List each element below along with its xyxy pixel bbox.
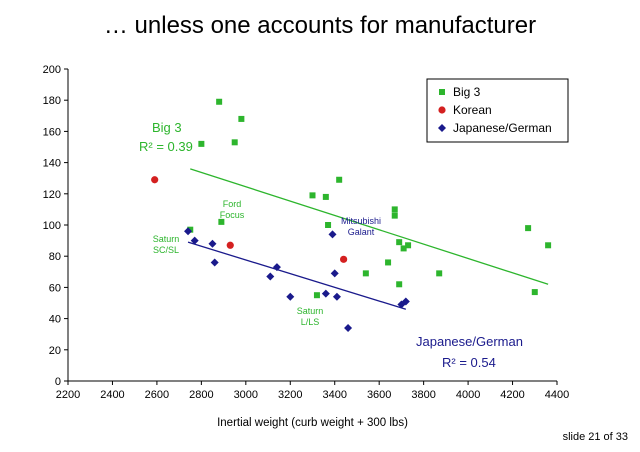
data-points <box>151 98 552 332</box>
big3-fit-name: Big 3 <box>152 120 182 135</box>
x-tick-label: 2800 <box>189 389 213 401</box>
legend-label-big-3: Big 3 <box>453 85 481 99</box>
saturn-sc-label: Saturn <box>153 234 180 244</box>
big-3-point <box>218 218 225 225</box>
japanese-german-point <box>321 289 330 298</box>
ford-label: Ford <box>223 199 242 209</box>
japanese-german-point <box>286 292 295 301</box>
x-tick-label: 4000 <box>456 389 480 401</box>
korean-point <box>226 241 234 249</box>
korean-point <box>340 255 348 263</box>
slide-number: slide 21 of 33 <box>562 431 628 443</box>
japanese-german-point <box>344 323 353 332</box>
saturn-l-label: Saturn <box>297 306 324 316</box>
mitsubishi-label: Mitsubishi <box>341 216 381 226</box>
x-tick-label: 2400 <box>100 389 124 401</box>
x-tick-label: 3200 <box>278 389 302 401</box>
y-tick-label: 120 <box>43 189 61 201</box>
japanese-german-point <box>184 227 193 236</box>
big-3-point <box>396 281 403 288</box>
japanese-german-point <box>332 292 341 301</box>
x-tick-label: 4200 <box>500 389 524 401</box>
big-3-point <box>362 270 369 277</box>
big3-fit-r2: R² = 0.39 <box>139 139 193 154</box>
x-axis-label: Inertial weight (curb weight + 300 lbs) <box>217 417 408 429</box>
big-3-point <box>238 115 245 122</box>
y-tick-label: 200 <box>43 64 61 76</box>
japanese-german-point <box>190 236 199 245</box>
big-3-point <box>531 289 538 296</box>
big-3-point <box>525 225 532 232</box>
japanese-german-point <box>330 269 339 278</box>
legend-marker-japanese-german <box>438 124 446 132</box>
trendline <box>187 241 407 310</box>
y-tick-label: 80 <box>49 251 61 263</box>
jg-fit-name: Japanese/German <box>416 334 523 349</box>
chart-axes: 0 20 40 60 80 100 120 140 160 180 200 2200 2400 2600 2… <box>43 64 570 429</box>
legend-label-japanese-german: Japanese/German <box>453 121 552 135</box>
korean-point <box>151 176 159 184</box>
x-tick-label: 2600 <box>145 389 169 401</box>
big-3-point <box>231 139 238 146</box>
y-tick-label: 20 <box>49 345 61 357</box>
chart-legend: Big 3 Korean Japanese/German <box>426 78 569 143</box>
japanese-german-point <box>328 230 337 239</box>
x-tick-label: 3600 <box>367 389 391 401</box>
y-tick-label: 0 <box>55 376 61 388</box>
big-3-point <box>198 140 205 147</box>
japanese-german-point <box>272 263 281 272</box>
x-tick-label: 3400 <box>322 389 346 401</box>
y-tick-label: 100 <box>43 220 61 232</box>
big-3-point <box>405 242 412 249</box>
big-3-point <box>336 176 343 183</box>
x-tick-label: 3800 <box>411 389 435 401</box>
big-3-point <box>322 193 329 200</box>
mitsubishi-label: Galant <box>348 227 375 237</box>
legend-label-korean: Korean <box>453 103 492 117</box>
legend-marker-big-3 <box>439 89 445 95</box>
big-3-point <box>216 98 223 105</box>
slide-title: … unless one accounts for manufacturer <box>103 12 537 39</box>
big-3-point <box>400 245 407 252</box>
fit-labels: Big 3 R² = 0.39 Japanese/German R² = 0.54 <box>139 120 523 370</box>
japanese-german-point <box>208 239 217 248</box>
big-3-point <box>396 239 403 246</box>
x-tick-label: 3000 <box>234 389 258 401</box>
point-annotations: FordFocusSaturnSC/SLSaturnL/LSMitsubishi… <box>153 199 381 327</box>
trendline <box>190 168 549 285</box>
big-3-point <box>391 212 398 219</box>
japanese-german-point <box>401 297 410 306</box>
y-tick-label: 60 <box>49 282 61 294</box>
y-tick-label: 40 <box>49 314 61 326</box>
y-tick-label: 180 <box>43 95 61 107</box>
x-tick-label: 2200 <box>56 389 80 401</box>
x-tick-label: 4400 <box>545 389 569 401</box>
jg-fit-r2: R² = 0.54 <box>442 355 496 370</box>
big-3-point <box>436 270 443 277</box>
ford-label: Focus <box>220 210 245 220</box>
saturn-l-label: L/LS <box>301 317 320 327</box>
big-3-point <box>309 192 316 199</box>
big-3-point <box>391 206 398 213</box>
big-3-point <box>545 242 552 249</box>
japanese-german-point <box>210 258 219 267</box>
saturn-sc-label: SC/SL <box>153 245 179 255</box>
big-3-point <box>385 259 392 266</box>
japanese-german-point <box>266 272 275 281</box>
big-3-point <box>313 292 320 299</box>
legend-box <box>426 78 569 143</box>
y-tick-label: 140 <box>43 158 61 170</box>
y-tick-label: 160 <box>43 126 61 138</box>
legend-marker-korean <box>438 106 446 114</box>
big-3-point <box>325 222 332 228</box>
trendlines <box>187 168 549 310</box>
